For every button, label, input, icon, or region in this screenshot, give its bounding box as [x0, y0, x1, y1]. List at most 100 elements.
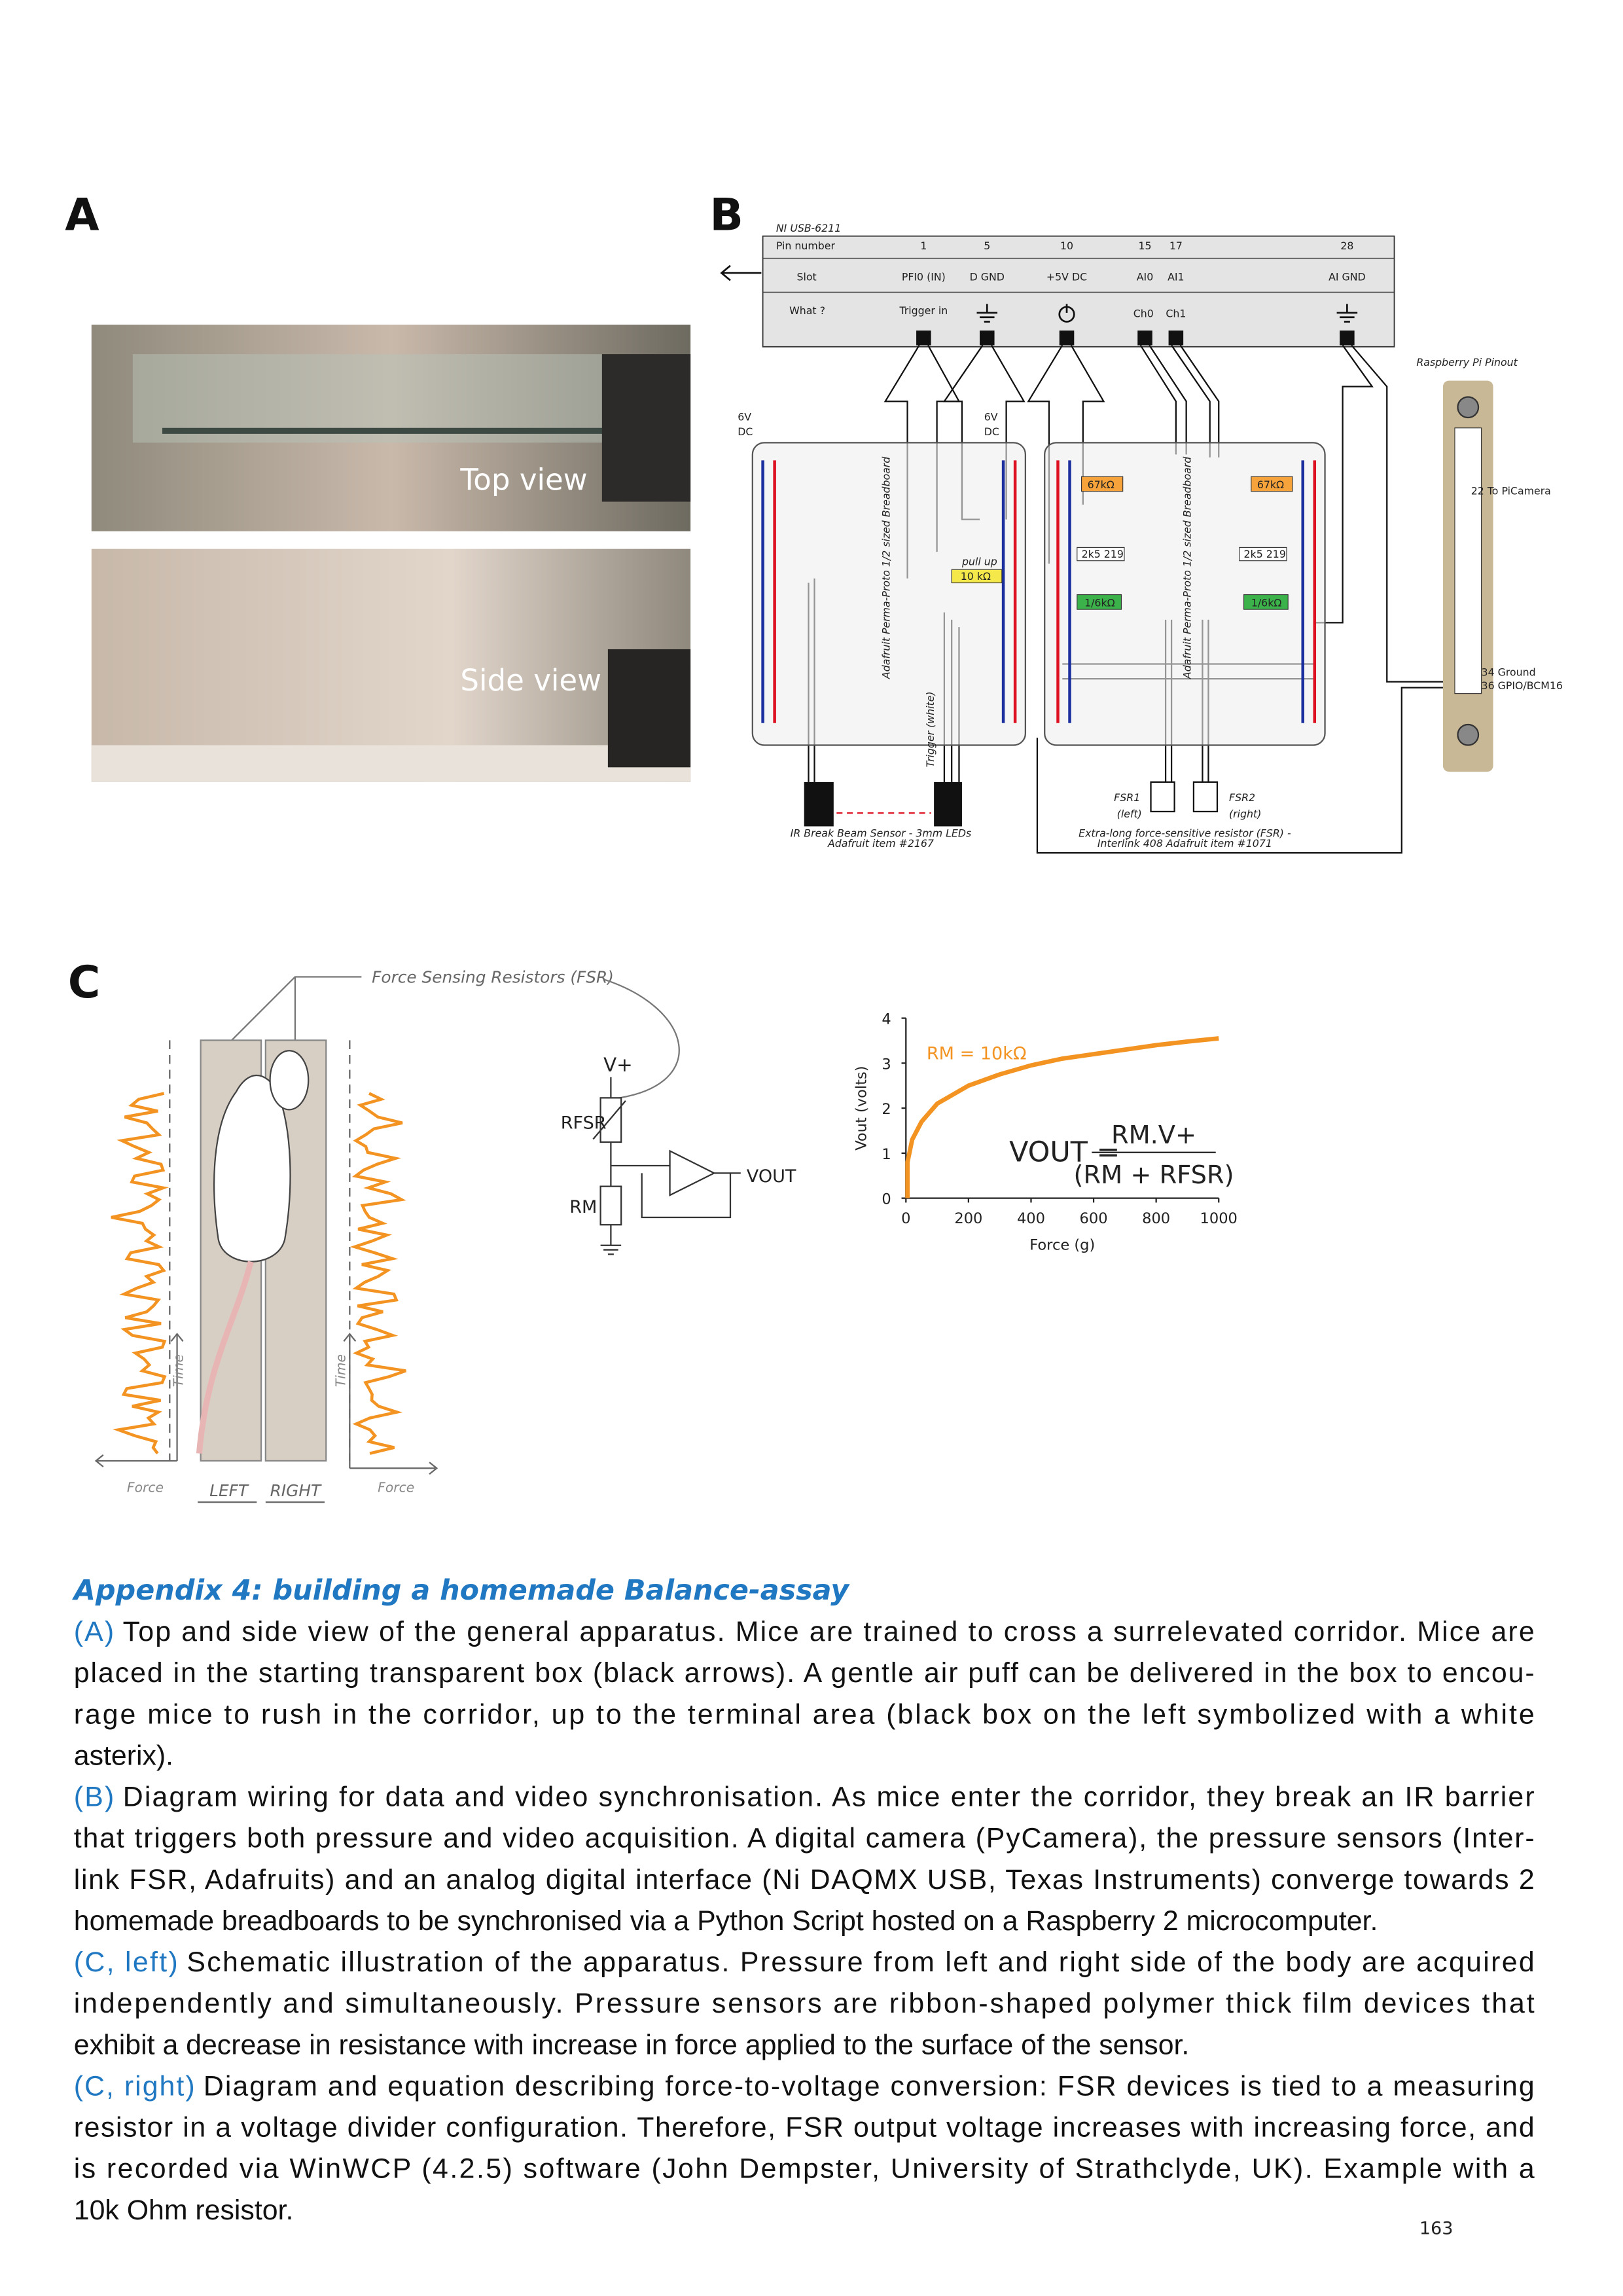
vout: VOUT: [747, 1166, 796, 1187]
caption-line: exhibit a decrease in resistance with in…: [74, 2029, 1190, 2060]
pin: 1: [920, 240, 927, 252]
what: Trigger in: [899, 304, 948, 317]
caption-text: independently and simultaneously. Pressu…: [74, 1988, 1535, 2019]
supply: DC: [984, 425, 999, 438]
mount-hole: [1457, 723, 1480, 746]
ir-label: IR Break Beam Sensor - 3mm LEDs: [791, 827, 972, 839]
force-trace: [111, 1092, 169, 1455]
slot: AI0: [1137, 270, 1153, 283]
rm: RM: [569, 1197, 597, 1217]
caption-line: (B) Diagram wiring for data and video syn…: [74, 1782, 1535, 1813]
caption-line: independently and simultaneously. Pressu…: [74, 1988, 1535, 2019]
potentiometer: [1077, 547, 1125, 562]
resistor: [1077, 594, 1122, 610]
y-axis-label: Vout (volts): [853, 1066, 870, 1150]
x-tick-label: 1000: [1200, 1210, 1238, 1227]
fsr-connector: [1192, 781, 1219, 813]
pins-row: [916, 331, 1355, 346]
row-header: What ?: [789, 304, 825, 317]
ir-sensor: [804, 781, 834, 827]
caption-text: homemade breadboards to be synchronised …: [74, 1905, 1378, 1937]
pin: 15: [1138, 240, 1151, 252]
ground-icon: [976, 304, 998, 323]
table-box: [762, 235, 1395, 348]
caption-label: (B): [74, 1782, 114, 1813]
equation-denominator: (RM + RFSR): [1074, 1160, 1234, 1190]
supply: 6V: [984, 411, 998, 423]
caption-line: (C, right) Diagram and equation describin…: [74, 2070, 1535, 2102]
slot: AI1: [1168, 270, 1184, 283]
caption-text: link FSR, Adafruits) and an analog digit…: [74, 1864, 1535, 1895]
base: [91, 745, 691, 782]
ni-table: NI USB-6211 Pin number Slot What ? 1 5 1…: [720, 222, 1395, 348]
side-label: RIGHT: [270, 1481, 322, 1500]
mouse-tail: [196, 1261, 254, 1454]
caption: (A) Top and side view of the general appa…: [74, 1616, 1535, 2226]
caption-text: 10k Ohm resistor.: [74, 2195, 294, 2226]
pot-label: 2k5 219: [1082, 548, 1124, 560]
caption-line: placed in the starting transparent box (…: [74, 1657, 1535, 1689]
caption-line: 10k Ohm resistor.: [74, 2195, 294, 2226]
caption-line: rage mice to rush in the corridor, up to…: [74, 1698, 1535, 1730]
resistor: [1081, 476, 1124, 492]
ni-title: NI USB-6211: [776, 222, 841, 234]
pin: 5: [984, 240, 990, 252]
rfsr: RFSR: [561, 1113, 607, 1134]
panel-label: B: [709, 189, 743, 241]
x-tick-label: 400: [1017, 1210, 1045, 1227]
x-tick-label: 600: [1080, 1210, 1108, 1227]
resistor: [1243, 594, 1289, 610]
time-label: Time: [171, 1354, 187, 1387]
resistor-label: 1/6kΩ: [1251, 597, 1282, 609]
caption-line: that triggers both pressure and video ac…: [74, 1823, 1535, 1854]
fsr-note: Extra-long force-sensitive resistor (FSR…: [1079, 827, 1291, 839]
caption-text: that triggers both pressure and video ac…: [74, 1823, 1535, 1854]
panel-label: A: [65, 189, 99, 241]
caption-line: is recorded via WinWCP (4.2.5) software …: [74, 2153, 1535, 2185]
caption-text: Schematic illustration of the apparatus.…: [187, 1946, 1534, 1978]
supply: 6V: [738, 411, 751, 423]
photo-side: [91, 548, 691, 782]
pin: 10: [1060, 240, 1073, 252]
chart: 0 1 2 3 4 0 200 400 600 800 1000 Vout (volts) Force …: [853, 1011, 1237, 1254]
x-tick-label: 200: [954, 1210, 982, 1227]
breadboard-label: Adafruit Perma-Proto 1/2 sized Breadboar…: [880, 456, 892, 679]
ir-label: Adafruit item #2167: [827, 837, 934, 850]
mouse-head: [269, 1050, 310, 1111]
pot-label: 2k5 219: [1244, 548, 1286, 560]
y-tick-label: 4: [882, 1011, 891, 1028]
photo-label: Side view: [460, 663, 601, 698]
ir-sensor: [934, 781, 962, 827]
caption-text: exhibit a decrease in resistance with in…: [74, 2029, 1190, 2060]
x-axis-label: Force (g): [1029, 1237, 1095, 1254]
y-tick-label: 0: [882, 1191, 891, 1208]
fsr-callout: Force Sensing Resistors (FSR): [372, 967, 614, 986]
legend-label: RM = 10kΩ: [927, 1044, 1027, 1064]
fsr-label: FSR1: [1114, 791, 1140, 804]
caption-title: Appendix 4: building a homemade Balance-…: [72, 1574, 850, 1607]
box: [607, 649, 691, 768]
caption-line: link FSR, Adafruits) and an analog digit…: [74, 1864, 1535, 1895]
force-label: Force: [127, 1479, 164, 1495]
caption-line: asterix).: [74, 1740, 173, 1771]
fsr-label: FSR2: [1229, 791, 1255, 804]
ground-icon: [1336, 304, 1358, 323]
usb: [720, 264, 762, 281]
caption-text: Diagram wiring for data and video synchr…: [123, 1782, 1535, 1813]
side-label: LEFT: [209, 1481, 249, 1500]
fsr-connector: [1150, 781, 1175, 813]
caption-text: asterix).: [74, 1740, 173, 1771]
resistor: [951, 569, 1003, 584]
rails: [761, 460, 1317, 723]
rpi-pin: 34 Ground: [1482, 666, 1536, 679]
callout-line: [231, 976, 680, 1099]
force-trace: [349, 1092, 406, 1455]
v-plus: V+: [603, 1054, 633, 1076]
caption-text: Diagram and equation describing force-to…: [204, 2070, 1535, 2102]
force-label: Force: [378, 1479, 414, 1495]
caption-line: (A) Top and side view of the general appa…: [74, 1616, 1535, 1647]
breadboard: [1044, 442, 1326, 746]
rpi-title: Raspberry Pi Pinout: [1416, 356, 1518, 368]
breadboard-label: Adafruit Perma-Proto 1/2 sized Breadboar…: [1181, 456, 1193, 679]
